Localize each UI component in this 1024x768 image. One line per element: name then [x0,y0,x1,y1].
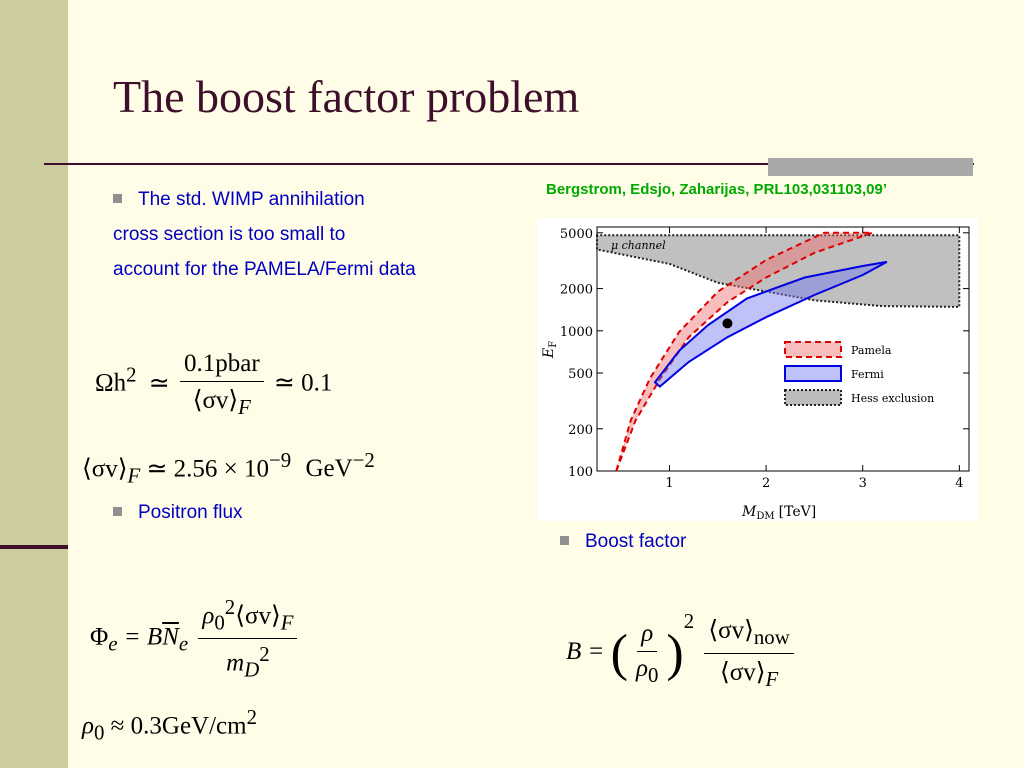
equation-boost-factor: B = ( ρ ρ0 )2 ⟨σv⟩now ⟨σv⟩F [566,609,798,692]
eq-boost-rho: ρ [641,619,654,647]
eq-sv-lhs: ⟨σv⟩ [82,455,128,483]
y-tick-label: 200 [568,423,593,438]
region-pamela [615,231,873,472]
eq-boost-rho-den: ρ0 [632,652,662,688]
eq-sv-rhs: ≃ 2.56 × 10 [146,455,270,483]
bullet-wimp-line1: The std. WIMP annihilation [138,189,365,210]
legend-swatch [784,389,842,406]
citation: Bergstrom, Edsjo, Zaharijas, PRL103,0311… [546,181,888,198]
eq-boost-sv-num: ⟨σv⟩now [704,615,794,654]
bullet-wimp: The std. WIMP annihilation [113,184,365,216]
bullet-boost-factor: Boost factor [560,526,686,558]
eq-boost-paren-open: ( [610,625,628,682]
y-tick-label: 500 [568,367,593,382]
y-tick-label: 100 [568,465,593,480]
eq-phi-rho: ρ [202,602,215,630]
eq-boost-rho0: ρ [635,654,648,682]
eq-phi-fraction: ρ02⟨σv⟩F mD2 [198,595,298,683]
equation-relic-density: Ωh2 ≃ 0.1pbar ⟨σv⟩F ≃ 0.1 [95,350,333,420]
eq-boost-exp: 2 [683,608,695,633]
y-tick-label: 5000 [560,227,593,242]
equation-cross-section: ⟨σv⟩F ≃ 2.56 × 10−9 GeV−2 [82,448,375,488]
eq-omega-rhs: ≃ 0.1 [273,369,333,397]
eq-phi-m-exp: 2 [259,642,270,667]
eq-boost-sv-den: ⟨σv⟩F [716,654,782,692]
eq-phi-nbar: N [162,623,179,651]
eq-phi-numerator: ρ02⟨σv⟩F [198,595,298,640]
eq-sv-unit: GeV [305,455,353,483]
eq-omega-numerator: 0.1pbar [179,350,264,382]
legend-swatch [784,341,842,358]
equation-local-density: ρ0 ≈ 0.3GeV/cm2 [82,705,257,745]
channel-label: μ channel [611,239,666,252]
eq-rho-sub: 0 [94,720,105,745]
equation-positron-flux: Φe = BNe ρ02⟨σv⟩F mD2 [90,595,301,683]
best-fit-marker [722,318,733,329]
x-tick-label: 3 [859,476,867,491]
eq-phi-m-sub: D [244,657,260,682]
eq-phi-denominator: mD2 [222,639,274,682]
eq-boost-rho-num: ρ [637,619,658,652]
x-tick-label: 4 [955,476,963,491]
eq-omega-den-sub: F [238,395,251,419]
legend-label: Pamela [851,344,892,357]
eq-omega-lhs: Ωh [95,369,127,397]
eq-phi-m: m [226,649,245,677]
bullet-positron-flux: Positron flux [113,497,243,529]
eq-omega-exp: 2 [126,362,137,387]
eq-phi-sub: e [108,631,118,656]
sidebar-accent-line [0,545,68,549]
eq-boost-sv-now-sub: now [753,625,790,649]
eq-omega-fraction: 0.1pbar ⟨σv⟩F [179,350,264,420]
chart-panel: 1 2 3 4 100 200 500 1000 2000 5000 μ channel Pame… [537,218,978,521]
bullet-wimp-line3: account for the PAMELA/Fermi data [113,259,416,280]
x-tick-label: 1 [665,476,673,491]
eq-phi-sv: ⟨σv⟩ [235,602,281,630]
eq-omega-den-text: ⟨σv⟩ [192,387,239,414]
eq-boost-sv-fraction: ⟨σv⟩now ⟨σv⟩F [704,615,794,692]
eq-rho-exp: 2 [246,705,258,729]
y-axis-label: EF [541,341,559,359]
eq-sv-exp: −9 [269,448,292,472]
bullet-square-icon [113,507,122,516]
legend-label: Hess exclusion [851,392,934,405]
region-fermi [653,260,888,388]
chart-svg: 1 2 3 4 100 200 500 1000 2000 5000 μ channel Pame… [541,226,970,521]
eq-boost-paren-close: ) [666,625,684,682]
eq-rho-lhs: ρ [82,712,94,740]
eq-boost-sv-now: ⟨σv⟩ [708,617,754,644]
sidebar-bar [0,0,68,768]
eq-omega-denominator: ⟨σv⟩F [189,382,255,420]
eq-boost-rho0-sub: 0 [647,662,659,687]
eq-phi-rho-sub: 0 [214,610,225,635]
title-divider-accent [768,158,973,176]
eq-boost-sv-f: ⟨σv⟩ [719,659,766,686]
bullet-square-icon [560,536,569,545]
legend-label: Fermi [851,368,884,381]
y-tick-label: 1000 [560,325,593,340]
eq-phi-mid: = B [123,623,163,651]
eq-phi-sv-sub: F [280,610,294,635]
bullet-wimp-line2: cross section is too small to [113,224,346,245]
eq-phi-rho-exp: 2 [224,595,236,619]
x-axis-label: MDM [TeV] [741,504,816,521]
title-divider [44,163,974,165]
bullet-boost-label: Boost factor [585,531,687,552]
bullet-square-icon [113,194,122,203]
eq-boost-rho-fraction: ρ ρ0 [632,620,662,688]
eq-rho-rhs: ≈ 0.3GeV/cm [110,712,247,740]
x-tick-label: 2 [762,476,770,491]
eq-boost-sv-f-sub: F [765,667,779,691]
bullet-positron-label: Positron flux [138,502,243,523]
eq-sv-unit-exp: −2 [352,448,375,472]
eq-phi-n-sub: e [178,631,189,656]
eq-boost-lhs: B = [566,638,605,666]
eq-phi-lhs: Φ [90,623,109,651]
slide-title: The boost factor problem [113,71,580,122]
eq-sv-sub: F [127,463,141,488]
legend-swatch [784,365,842,382]
y-tick-label: 2000 [560,283,593,298]
